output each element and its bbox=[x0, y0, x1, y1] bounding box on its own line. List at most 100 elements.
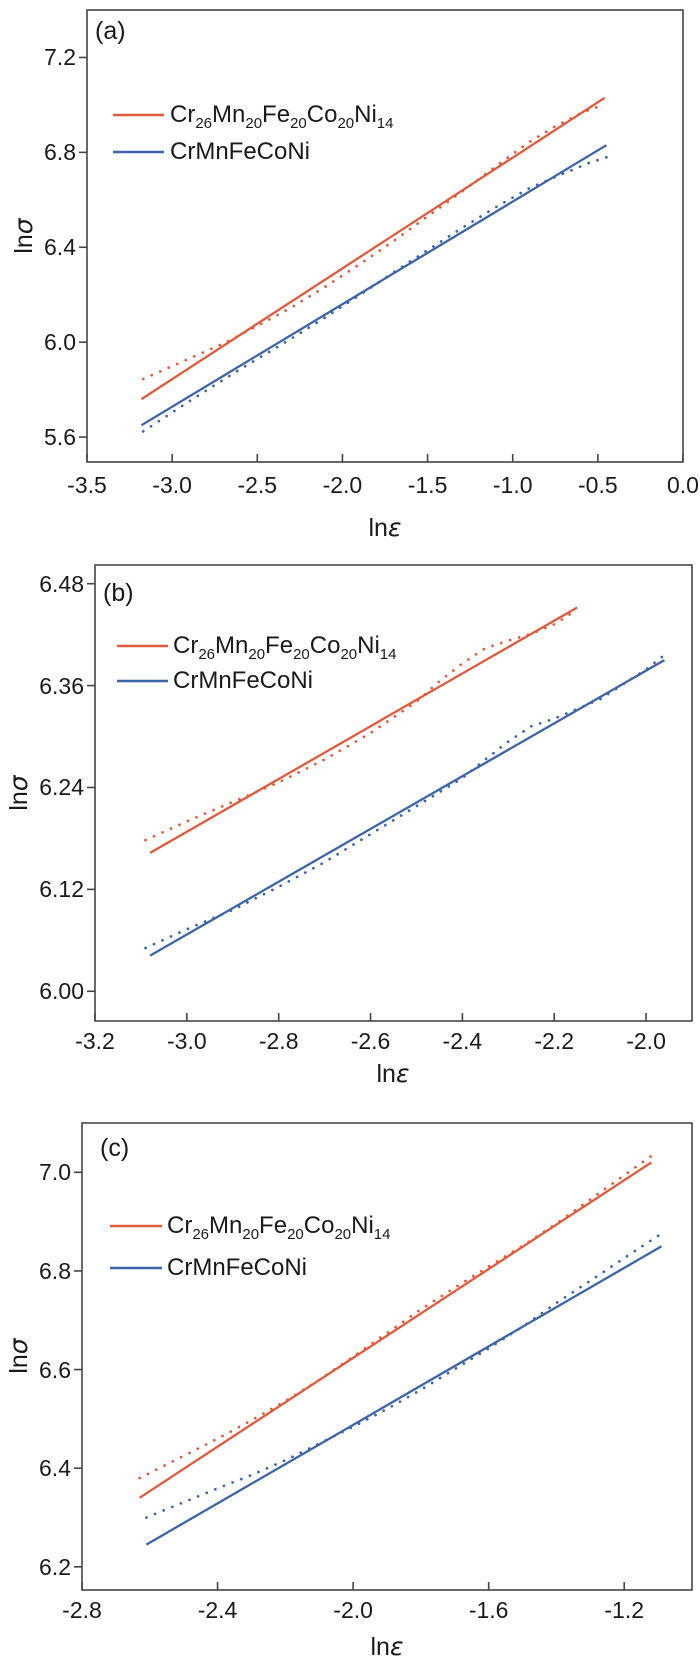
series-blue-solid-line bbox=[145, 1245, 663, 1546]
axis-title-prefix: ln bbox=[368, 514, 388, 542]
legend-text-segment: CrMnFeCoNi bbox=[170, 138, 311, 165]
x-tick-label: -2.5 bbox=[237, 472, 278, 498]
x-tick-label: -3.0 bbox=[167, 1028, 207, 1054]
x-tick-label: -0.5 bbox=[578, 472, 618, 498]
legend-text-subscript: 20 bbox=[245, 114, 263, 132]
axis-title-symbol: σ bbox=[4, 1338, 33, 1355]
axis-title-symbol: ε bbox=[387, 513, 402, 542]
legend-label-orange: Cr26Mn20Fe20Co20Ni14 bbox=[170, 100, 394, 132]
legend-text-segment: Fe bbox=[259, 1212, 288, 1239]
x-tick-label: -2.6 bbox=[350, 1028, 391, 1054]
x-tick-label: -2.0 bbox=[322, 472, 363, 498]
legend-text-segment: Mn bbox=[215, 632, 249, 659]
legend-text-segment: Cr bbox=[170, 101, 196, 128]
legend-label-orange: Cr26Mn20Fe20Co20Ni14 bbox=[173, 631, 396, 663]
x-tick-label: -1.5 bbox=[407, 472, 448, 498]
y-tick-label: 6.8 bbox=[44, 139, 76, 166]
axis-title-prefix: ln bbox=[10, 234, 38, 254]
legend-label-blue: CrMnFeCoNi bbox=[170, 137, 310, 167]
y-tick-label: 6.48 bbox=[39, 570, 84, 597]
legend-text-segment: Co bbox=[306, 101, 338, 128]
series-orange-solid-line bbox=[149, 606, 578, 854]
panel-c: -2.8 -2.4 -2.0 -1.6 -1.2 6.2 6.4 6.6 6.8 7.0 Cr26M… bbox=[0, 1080, 700, 1672]
series-orange-dotted-line bbox=[144, 611, 574, 842]
axis-title-symbol: ε bbox=[395, 1059, 410, 1088]
y-tick-label: 7.0 bbox=[39, 1159, 71, 1186]
y-tick-label: 6.8 bbox=[39, 1257, 71, 1284]
axis-title-symbol: σ bbox=[9, 218, 38, 235]
y-tick-label: 6.6 bbox=[39, 1356, 71, 1383]
y-tick-label: 7.2 bbox=[44, 44, 76, 71]
series-orange-dotted-line bbox=[141, 103, 607, 381]
y-axis-title: lnσ bbox=[4, 1306, 34, 1406]
axis-title-prefix: ln bbox=[376, 1060, 396, 1088]
legend-text-segment: Co bbox=[303, 1212, 335, 1239]
legend-text-subscript: 20 bbox=[293, 645, 310, 663]
y-axis-title: lnσ bbox=[4, 743, 34, 843]
x-tick-label: -1.0 bbox=[492, 472, 533, 498]
x-tick-label: -3.5 bbox=[67, 472, 107, 498]
axis-title-symbol: σ bbox=[4, 775, 33, 792]
y-tick-label: 5.6 bbox=[44, 424, 76, 451]
legend-text-segment: Ni bbox=[351, 1212, 374, 1239]
x-tick-label: -2.2 bbox=[534, 1028, 575, 1054]
legend-text-subscript: 20 bbox=[242, 1225, 260, 1243]
axis-title-prefix: ln bbox=[5, 1354, 33, 1374]
legend-text-segment: Ni bbox=[357, 632, 380, 659]
series-blue-solid-line bbox=[140, 144, 607, 427]
chart-canvas-a bbox=[79, 9, 684, 463]
axis-title-symbol: ε bbox=[389, 1632, 404, 1661]
x-tick-label: -2.0 bbox=[333, 1597, 373, 1623]
axis-title-prefix: ln bbox=[5, 791, 33, 811]
legend-text-subscript: 14 bbox=[373, 1225, 391, 1243]
legend-text-segment: Co bbox=[309, 632, 341, 659]
legend-text-subscript: 26 bbox=[195, 114, 213, 132]
series-blue-dotted-line bbox=[141, 155, 608, 433]
y-axis-title: lnσ bbox=[9, 186, 39, 286]
legend-text-segment: Fe bbox=[265, 632, 294, 659]
chart-canvas-c bbox=[74, 1122, 693, 1591]
legend-label-orange: Cr26Mn20Fe20Co20Ni14 bbox=[167, 1211, 391, 1243]
panel-a: -3.5 -3.0 -2.5 -2.0 -1.5 -1.0 -0.5 0.0 5.6 6.0 6.4… bbox=[0, 0, 700, 550]
legend-text-segment: Ni bbox=[354, 101, 377, 128]
x-axis-title: lnε bbox=[343, 1059, 443, 1089]
y-tick-label: 6.4 bbox=[44, 234, 76, 261]
legend-text-segment: CrMnFeCoNi bbox=[173, 667, 314, 694]
panel-b: -3.2 -3.0 -2.8 -2.6 -2.4 -2.2 -2.0 6.00 6.12 6.24… bbox=[0, 550, 700, 1088]
legend-text-subscript: 14 bbox=[376, 114, 394, 132]
y-tick-label: 6.00 bbox=[39, 978, 84, 1005]
chart-canvas-b bbox=[87, 564, 693, 1022]
legend-label-blue: CrMnFeCoNi bbox=[167, 1253, 307, 1283]
plot-frame bbox=[94, 564, 693, 1022]
legend-text-subscript: 20 bbox=[287, 1225, 304, 1243]
x-tick-label: -3.2 bbox=[75, 1028, 115, 1054]
legend-text-segment: CrMnFeCoNi bbox=[167, 1254, 308, 1281]
panel-letter-b: (b) bbox=[103, 579, 134, 607]
y-tick-label: 6.12 bbox=[39, 876, 84, 903]
y-tick-label: 6.4 bbox=[39, 1455, 71, 1482]
plot-frame bbox=[86, 9, 684, 463]
y-tick-label: 6.24 bbox=[39, 774, 84, 801]
x-tick-label: -3.0 bbox=[152, 472, 192, 498]
legend-text-subscript: 20 bbox=[290, 114, 307, 132]
legend-label-blue: CrMnFeCoNi bbox=[173, 666, 313, 696]
series-orange-solid-line bbox=[138, 1161, 652, 1499]
plot-frame bbox=[81, 1122, 693, 1591]
legend-text-subscript: 20 bbox=[334, 1225, 352, 1243]
legend-text-subscript: 20 bbox=[337, 114, 355, 132]
legend-text-segment: Fe bbox=[262, 101, 291, 128]
x-tick-label: -1.6 bbox=[468, 1597, 509, 1623]
y-tick-label: 6.0 bbox=[44, 329, 76, 356]
series-blue-solid-line bbox=[149, 659, 665, 957]
x-tick-label: -2.0 bbox=[626, 1028, 666, 1054]
x-axis-title: lnε bbox=[337, 1632, 437, 1662]
series-orange-solid-line bbox=[140, 96, 606, 401]
legend-text-subscript: 26 bbox=[192, 1225, 210, 1243]
legend-text-subscript: 20 bbox=[248, 645, 266, 663]
series-blue-dotted-line bbox=[145, 1232, 663, 1519]
panel-letter-c: (c) bbox=[100, 1134, 130, 1162]
legend-text-segment: Mn bbox=[212, 101, 246, 128]
panel-letter-a: (a) bbox=[95, 17, 126, 45]
